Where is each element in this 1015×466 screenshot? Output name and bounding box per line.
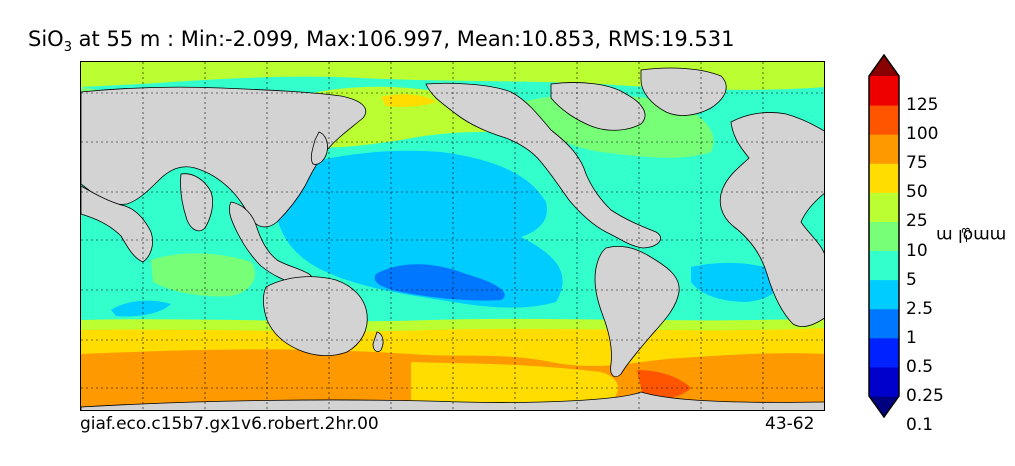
colorbar-segment (869, 250, 899, 281)
title-stats: at 55 m : Min:-2.099, Max:106.997, Mean:… (71, 27, 735, 51)
south-america-land (594, 246, 680, 378)
colorbar-segment (869, 192, 899, 222)
run-name-label: giaf.eco.c15b7.gx1v6.robert.2hr.00 (80, 414, 379, 434)
colorbar-segment (869, 163, 899, 193)
indian-band-5 (151, 253, 255, 297)
map-title: SiO3 at 55 m : Min:-2.099, Max:106.997, … (28, 27, 908, 55)
bering-band-25 (381, 94, 436, 107)
silicate-map (81, 62, 824, 410)
years-label: 43-62 (765, 414, 815, 434)
colorbar-segment (869, 366, 899, 397)
colorbar-tick-label: 50 (906, 182, 928, 203)
pacific-band-1 (276, 150, 563, 308)
colorbar-tick-label: 2.5 (906, 298, 934, 319)
europe-africa-land (719, 112, 824, 327)
colorbar-segment (869, 134, 899, 164)
japan-land (310, 131, 328, 165)
colorbar-tick-label: 75 (906, 153, 928, 174)
australia-land (263, 276, 368, 356)
greenland-land (640, 67, 727, 116)
southern-band-25b (411, 362, 618, 410)
north-america-land (425, 82, 661, 249)
colorbar-segment (869, 337, 899, 368)
weddell-band-75 (637, 370, 691, 399)
antarctica-land (81, 391, 824, 410)
asia-land (81, 86, 367, 228)
title-subscript: 3 (63, 40, 72, 56)
colorbar-outline (868, 54, 900, 418)
colorbar-tick-label: 1 (906, 327, 917, 348)
colorbar-segment (869, 221, 899, 252)
atlantic-south-band-1 (691, 262, 782, 302)
units-label: mmol m (935, 225, 1007, 245)
map-panel (80, 61, 825, 411)
colorbar-tick-label: 125 (906, 95, 939, 116)
colorbar-segment (869, 308, 899, 339)
new-zealand-land (372, 331, 384, 352)
colorbar-tick-label: 5 (906, 269, 917, 290)
colorbar-tick-label: 25 (906, 211, 928, 232)
colorbar-tick-label: 10 (906, 240, 928, 261)
landmasses (81, 67, 824, 410)
colorbar-extend-high (869, 55, 899, 76)
colorbar-segment (869, 279, 899, 310)
gridlines (81, 62, 824, 410)
colorbar-tick-label: 0.5 (906, 356, 934, 377)
colorbar-segment (869, 76, 899, 106)
colorbar-units: mmol m −3 (936, 180, 1006, 290)
colorbar-segments (869, 55, 899, 417)
colorbar (868, 54, 900, 418)
colorbar-segment (869, 105, 899, 135)
indian-band-1 (111, 300, 171, 317)
title-variable: SiO (28, 27, 64, 51)
colorbar-tick-label: 0.1 (906, 415, 934, 436)
colorbar-tick-label: 100 (906, 124, 939, 145)
colorbar-extend-low (869, 396, 899, 417)
pacific-band-05 (374, 264, 505, 301)
colorbar-tick-label: 0.25 (906, 386, 944, 406)
